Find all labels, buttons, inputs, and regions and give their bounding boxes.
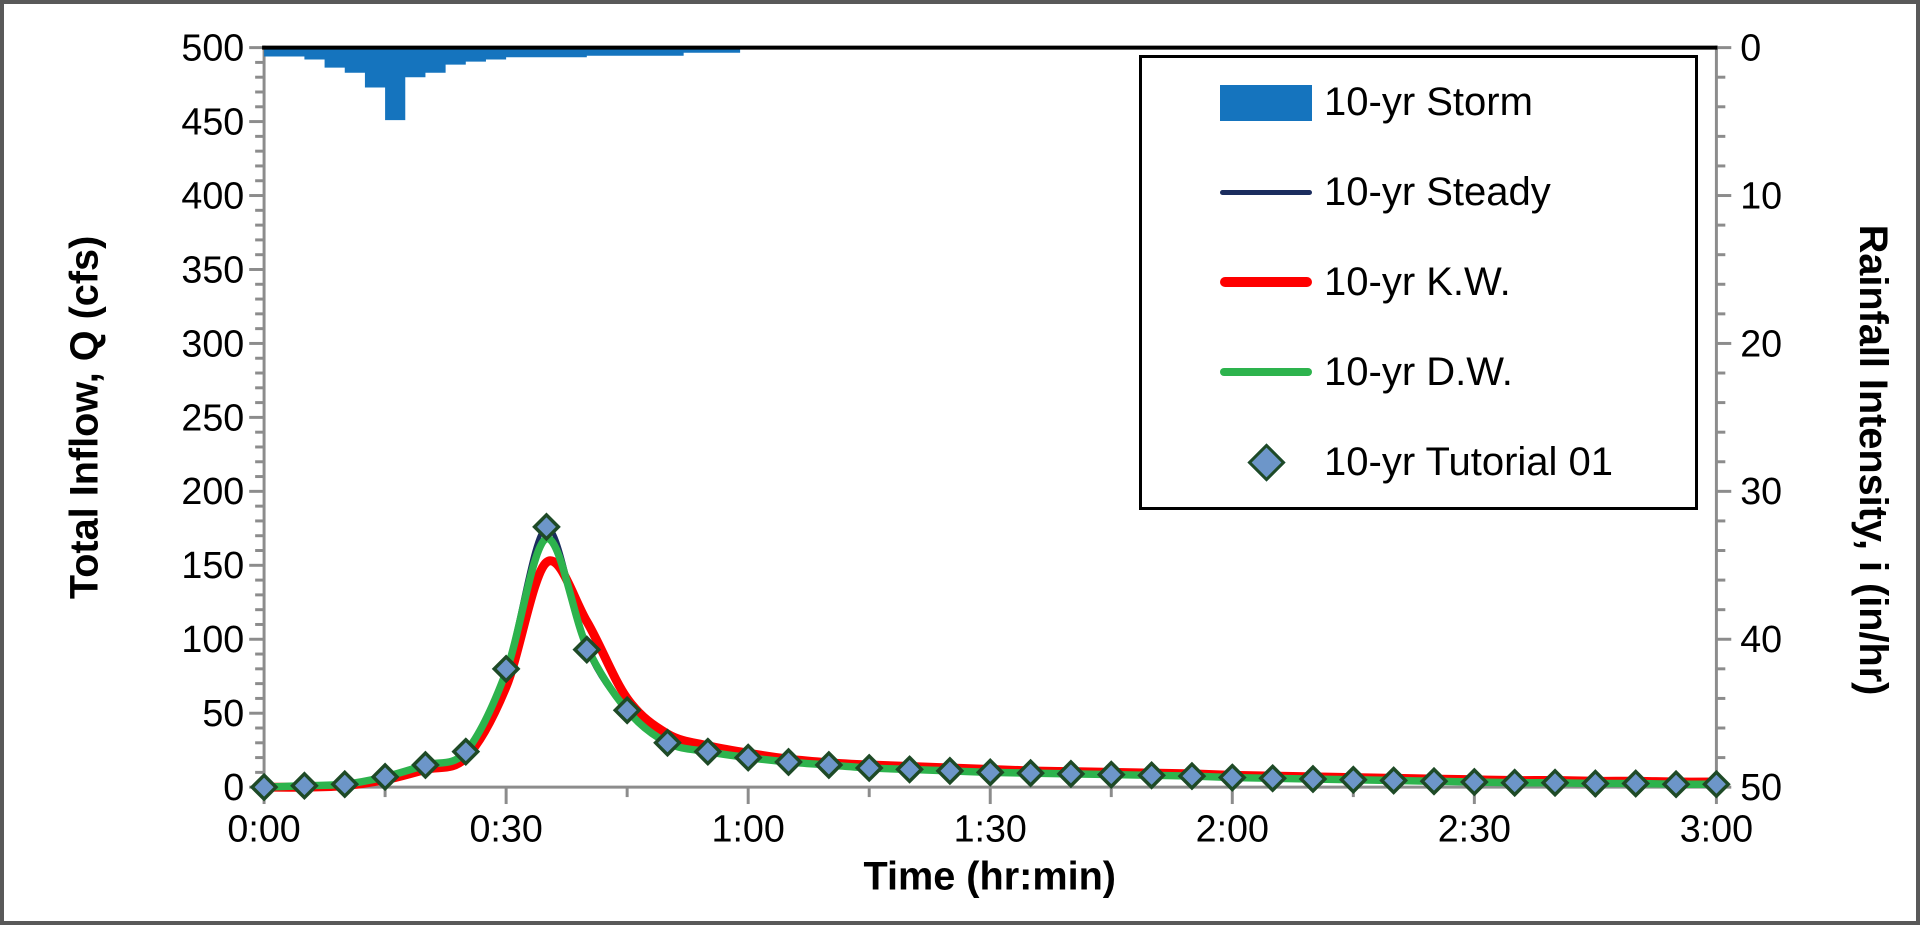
y-right-tick-label: 10	[1740, 174, 1782, 216]
tutorial-marker	[935, 756, 965, 786]
legend-item-dw: 10-yr D.W.	[1142, 327, 1695, 417]
tutorial-marker	[1621, 769, 1651, 798]
tutorial-marker	[1661, 769, 1691, 799]
hydrograph-lines-layer	[259, 524, 1721, 792]
y-left-tick-label: 150	[181, 544, 244, 586]
tutorial-marker	[733, 743, 763, 772]
x-tick-label: 3:00	[1680, 808, 1753, 850]
x-tick-label: 0:30	[469, 808, 542, 850]
x-tick-label: 2:30	[1438, 808, 1511, 850]
tutorial-marker	[1056, 759, 1086, 789]
legend-label-tutorial: 10-yr Tutorial 01	[1324, 439, 1614, 484]
x-tick-label: 1:00	[712, 808, 785, 850]
x-tick-label: 1:30	[954, 808, 1027, 850]
storm-bar-swatch	[1220, 84, 1312, 121]
hydrograph-plot: 5004504003503002502001501005000102030405…	[63, 27, 1896, 899]
tutorial-marker	[1016, 758, 1045, 788]
legend-label-steady: 10-yr Steady	[1324, 170, 1551, 215]
y-left-tick-label: 100	[181, 618, 244, 660]
y-right-tick-label: 0	[1740, 27, 1761, 69]
tutorial-marker	[1540, 768, 1570, 798]
y-left-tick-label: 50	[202, 692, 244, 734]
legend-label-storm: 10-yr Storm	[1324, 80, 1533, 125]
y-right-tick-label: 30	[1740, 470, 1782, 512]
tutorial-marker	[854, 753, 884, 783]
legend-item-storm: 10-yr Storm	[1142, 58, 1695, 148]
x-tick-label: 2:00	[1196, 808, 1269, 850]
dw-line-swatch	[1220, 368, 1312, 377]
tutorial-marker	[1298, 764, 1328, 794]
tutorial-marker	[1217, 763, 1247, 792]
tutorial-marker	[532, 512, 561, 542]
tutorial-marker	[330, 769, 360, 799]
tutorial-marker	[693, 737, 723, 767]
tutorial-marker	[975, 758, 1005, 787]
legend-label-dw: 10-yr D.W.	[1324, 349, 1513, 394]
dw-line	[260, 534, 1721, 791]
storm-hyetograph	[264, 47, 741, 121]
kw-line	[259, 556, 1721, 792]
y-left-tick-label: 250	[181, 396, 244, 438]
tutorial-marker	[572, 635, 602, 664]
tutorial-marker	[1419, 766, 1449, 796]
tutorial-marker	[491, 654, 521, 684]
tutorial-marker	[1096, 760, 1126, 789]
steady-line	[261, 524, 1719, 790]
tutorial-marker	[370, 762, 400, 792]
storm-bars-layer	[264, 47, 741, 121]
legend-label-kw: 10-yr K.W.	[1324, 259, 1511, 304]
tutorial-marker	[612, 695, 642, 725]
tutorial-marker	[774, 747, 803, 777]
tutorial-markers-layer	[249, 512, 1731, 802]
kw-line-swatch	[1220, 277, 1312, 288]
y-left-tick-label: 300	[181, 322, 244, 364]
legend-item-kw: 10-yr K.W.	[1142, 238, 1695, 328]
tutorial-marker	[1338, 765, 1368, 795]
y-left-axis-title: Total Inflow, Q (cfs)	[63, 236, 107, 599]
tutorial-marker	[1459, 767, 1489, 797]
tutorial-marker	[1258, 763, 1287, 793]
tutorial-marker	[1581, 769, 1610, 798]
tutorial-marker	[290, 771, 319, 801]
steady-line-swatch	[1220, 190, 1312, 196]
y-right-axis-title: Rainfall Intensity, i (in/hr)	[1851, 225, 1895, 696]
tutorial-marker	[411, 750, 440, 780]
legend-item-tutorial: 10-yr Tutorial 01	[1142, 417, 1695, 507]
y-right-tick-label: 20	[1740, 322, 1782, 364]
tutorial-marker	[895, 755, 924, 784]
tutorial-marker	[1702, 769, 1731, 799]
y-left-tick-label: 0	[223, 766, 244, 808]
tutorial-marker	[653, 728, 682, 758]
x-axis-title: Time (hr:min)	[863, 854, 1116, 898]
y-left-tick-label: 200	[181, 470, 244, 512]
tutorial-diamond-swatch	[1246, 442, 1286, 482]
y-left-tick-label: 350	[181, 248, 244, 290]
tutorial-marker	[814, 750, 844, 780]
y-right-tick-label: 50	[1740, 766, 1782, 808]
tutorial-marker	[1379, 766, 1409, 795]
tutorial-marker	[1500, 768, 1530, 798]
y-left-tick-label: 450	[181, 100, 244, 142]
y-left-tick-label: 400	[181, 174, 244, 216]
tutorial-marker	[451, 737, 481, 767]
legend-box: 10-yr Storm 10-yr Steady 10-yr K.W. 10-y…	[1139, 55, 1698, 510]
x-tick-label: 0:00	[227, 808, 300, 850]
y-left-tick-label: 500	[181, 27, 244, 69]
tutorial-marker	[1177, 761, 1207, 791]
y-right-tick-label: 40	[1740, 618, 1782, 660]
tutorial-marker	[249, 772, 279, 802]
axes-layer: 5004504003503002502001501005000102030405…	[181, 27, 1782, 850]
tutorial-marker	[1137, 760, 1166, 790]
legend-item-steady: 10-yr Steady	[1142, 148, 1695, 238]
